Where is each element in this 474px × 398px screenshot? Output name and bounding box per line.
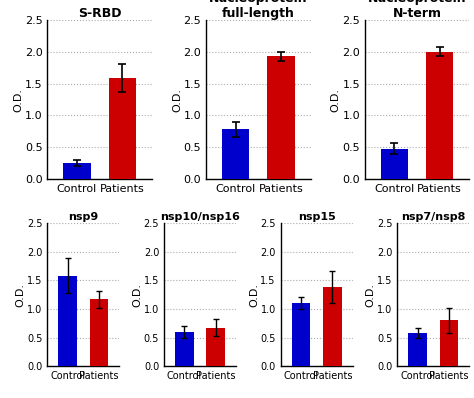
Y-axis label: O.D.: O.D. xyxy=(365,283,375,306)
Bar xyxy=(109,78,136,179)
Bar xyxy=(292,303,310,366)
Bar xyxy=(426,52,453,179)
Y-axis label: O.D.: O.D. xyxy=(331,88,341,111)
Bar xyxy=(222,129,249,179)
Title: nsp7/nsp8: nsp7/nsp8 xyxy=(401,212,465,222)
Y-axis label: O.D.: O.D. xyxy=(132,283,142,306)
Title: nsp10/nsp16: nsp10/nsp16 xyxy=(160,212,240,222)
Bar xyxy=(175,332,194,366)
Title: Nucleoprotein
full-length: Nucleoprotein full-length xyxy=(209,0,308,20)
Y-axis label: O.D.: O.D. xyxy=(172,88,182,111)
Title: Nucleoprotein
N-term: Nucleoprotein N-term xyxy=(368,0,466,20)
Bar xyxy=(267,56,295,179)
Y-axis label: O.D.: O.D. xyxy=(13,88,23,111)
Bar xyxy=(439,320,458,366)
Bar xyxy=(58,275,77,366)
Bar xyxy=(381,148,408,179)
Title: nsp15: nsp15 xyxy=(298,212,336,222)
Bar xyxy=(206,328,225,366)
Bar xyxy=(64,163,91,179)
Y-axis label: O.D.: O.D. xyxy=(249,283,259,306)
Bar xyxy=(90,299,109,366)
Bar xyxy=(408,333,427,366)
Title: nsp9: nsp9 xyxy=(68,212,99,222)
Y-axis label: O.D.: O.D. xyxy=(16,283,26,306)
Title: S-RBD: S-RBD xyxy=(78,7,121,20)
Bar xyxy=(323,287,342,366)
